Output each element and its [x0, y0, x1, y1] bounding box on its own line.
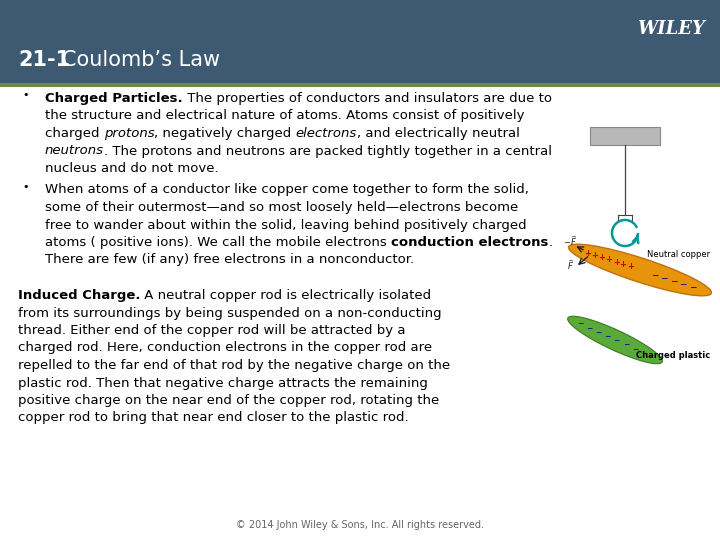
Text: some of their outermost—and so most loosely held—electrons become: some of their outermost—and so most loos… [45, 201, 518, 214]
Text: charged rod. Here, conduction electrons in the copper rod are: charged rod. Here, conduction electrons … [18, 341, 432, 354]
Text: A neutral copper rod is electrically isolated: A neutral copper rod is electrically iso… [140, 289, 431, 302]
Text: −: − [577, 320, 584, 328]
Text: When atoms of a conductor like copper come together to form the solid,: When atoms of a conductor like copper co… [45, 184, 529, 197]
FancyBboxPatch shape [590, 127, 660, 145]
Text: thread. Either end of the copper rod will be attracted by a: thread. Either end of the copper rod wil… [18, 324, 405, 337]
Ellipse shape [569, 244, 711, 296]
Text: Neutral copper: Neutral copper [647, 251, 710, 260]
Text: −: − [670, 276, 677, 285]
Text: +: + [627, 262, 634, 272]
Text: Coulomb’s Law: Coulomb’s Law [62, 50, 220, 70]
Text: −: − [679, 279, 687, 288]
Text: charged: charged [45, 127, 104, 140]
Text: atoms ( positive ions). We call the mobile electrons: atoms ( positive ions). We call the mobi… [45, 236, 391, 249]
Text: . The protons and neutrons are packed tightly together in a central: . The protons and neutrons are packed ti… [104, 145, 552, 158]
Text: neutrons: neutrons [45, 145, 104, 158]
Text: from its surroundings by being suspended on a non-conducting: from its surroundings by being suspended… [18, 307, 441, 320]
Text: positive charge on the near end of the copper rod, rotating the: positive charge on the near end of the c… [18, 394, 439, 407]
Text: Induced Charge.: Induced Charge. [18, 289, 140, 302]
Text: © 2014 John Wiley & Sons, Inc. All rights reserved.: © 2014 John Wiley & Sons, Inc. All right… [236, 520, 484, 530]
Text: plastic rod. Then that negative charge attracts the remaining: plastic rod. Then that negative charge a… [18, 376, 428, 389]
Text: copper rod to bring that near end closer to the plastic rod.: copper rod to bring that near end closer… [18, 411, 409, 424]
Text: •: • [22, 181, 29, 192]
Text: , negatively charged: , negatively charged [154, 127, 296, 140]
Text: 21-1: 21-1 [18, 50, 70, 70]
Text: conduction electrons: conduction electrons [391, 236, 549, 249]
Text: Charged Particles.: Charged Particles. [45, 92, 183, 105]
Text: +: + [605, 255, 612, 264]
Text: +: + [613, 258, 620, 267]
Text: −: − [586, 323, 593, 333]
Text: −: − [613, 336, 620, 346]
Text: The properties of conductors and insulators are due to: The properties of conductors and insulat… [183, 92, 552, 105]
Text: +: + [591, 251, 598, 260]
Text: −: − [650, 270, 658, 279]
Text: .: . [549, 236, 552, 249]
Text: protons: protons [104, 127, 154, 140]
Text: −: − [660, 273, 667, 282]
Text: $\vec{F}$: $\vec{F}$ [567, 258, 574, 272]
Text: free to wander about within the solid, leaving behind positively charged: free to wander about within the solid, l… [45, 219, 526, 232]
Text: the structure and electrical nature of atoms. Atoms consist of positively: the structure and electrical nature of a… [45, 110, 524, 123]
Text: +: + [598, 253, 606, 262]
Text: repelled to the far end of that rod by the negative charge on the: repelled to the far end of that rod by t… [18, 359, 450, 372]
Text: There are few (if any) free electrons in a nonconductor.: There are few (if any) free electrons in… [45, 253, 414, 267]
Text: +: + [619, 260, 626, 269]
Text: electrons: electrons [296, 127, 357, 140]
Bar [0, 0, 720, 85]
Text: +: + [584, 248, 591, 258]
Text: Charged plastic: Charged plastic [636, 350, 710, 360]
Text: , and electrically neutral: , and electrically neutral [357, 127, 520, 140]
Text: −: − [605, 332, 611, 341]
Bar [0, 83, 720, 87]
Text: nucleus and do not move.: nucleus and do not move. [45, 162, 219, 175]
Text: −: − [641, 349, 647, 358]
Text: −: − [595, 328, 602, 337]
Text: −: − [623, 341, 629, 349]
Text: •: • [22, 90, 29, 100]
Text: −: − [631, 345, 638, 354]
Ellipse shape [567, 316, 662, 364]
Text: WILEY: WILEY [637, 20, 705, 38]
Text: $-\vec{F}$: $-\vec{F}$ [563, 234, 577, 248]
Text: −: − [688, 282, 696, 292]
